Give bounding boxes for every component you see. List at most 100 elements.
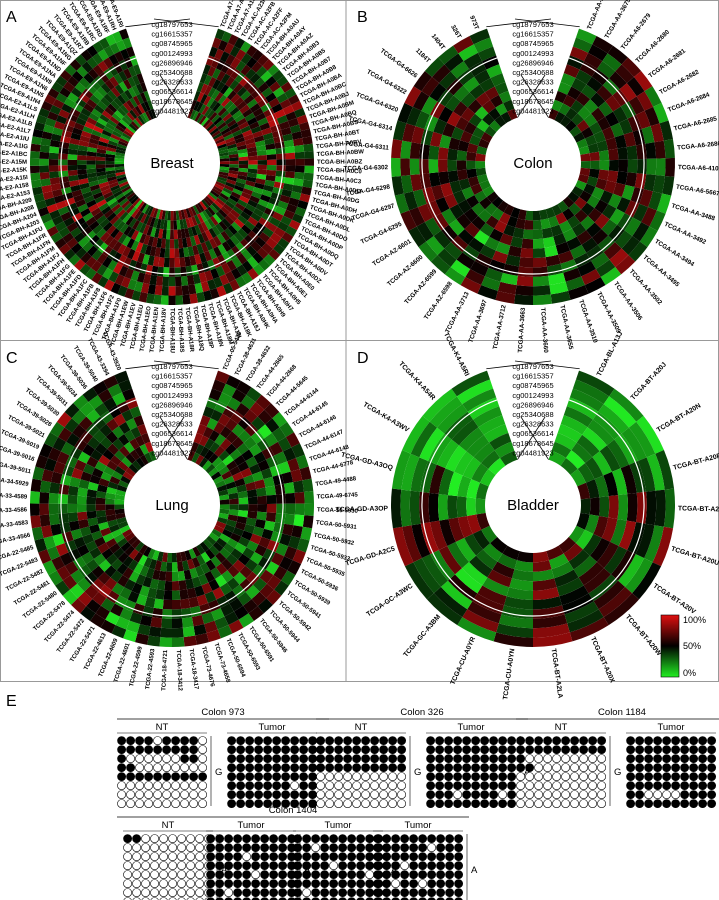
heatmap-cell: [94, 104, 105, 114]
methylated-cpg: [215, 843, 224, 852]
heatmap-cell: [468, 113, 483, 127]
heatmap-cell: [525, 210, 533, 221]
heatmap-cell: [86, 456, 99, 468]
heatmap-cell: [72, 102, 84, 113]
heatmap-cell: [274, 109, 286, 119]
heatmap-cell: [124, 545, 135, 556]
heatmap-cell: [598, 404, 629, 434]
heatmap-cell: [221, 190, 231, 198]
methylated-cpg: [269, 834, 278, 843]
heatmap-cell: [548, 215, 560, 228]
heatmap-cell: [201, 105, 210, 116]
heatmap-cell: [155, 209, 161, 219]
heatmap-cell: [576, 119, 590, 132]
methylated-cpg: [329, 852, 338, 861]
methylated-cpg: [236, 790, 245, 799]
heatmap-cell: [144, 441, 154, 453]
heatmap-cell: [114, 504, 125, 510]
heatmap-cell: [231, 221, 242, 232]
heatmap-cell: [144, 245, 152, 256]
heatmap-cell: [101, 129, 112, 137]
methylated-cpg: [224, 861, 233, 870]
heatmap-cell: [252, 186, 264, 195]
heatmap-cell: [206, 97, 215, 108]
heatmap-cell: [225, 181, 236, 189]
heatmap-cell: [71, 409, 87, 425]
unmethylated-cpg: [135, 754, 144, 763]
heatmap-cell: [92, 591, 107, 606]
heatmap-cell: [116, 208, 126, 219]
heatmap-cell: [459, 427, 484, 452]
heatmap-cell: [248, 606, 264, 621]
heatmap-cell: [224, 524, 235, 533]
unmethylated-cpg: [177, 861, 186, 870]
heatmap-cell: [252, 252, 264, 264]
probe-label: cg16615357: [512, 372, 553, 381]
heatmap-cell: [226, 103, 237, 114]
heatmap-cell: [234, 72, 246, 84]
methylated-cpg: [626, 781, 635, 790]
heatmap-cell: [214, 92, 224, 103]
sample-label: TCGA-E2-A1BC: [0, 150, 28, 159]
heatmap-cell: [196, 213, 204, 224]
methylated-cpg: [480, 781, 489, 790]
heatmap-cell: [100, 133, 111, 141]
heatmap-cell: [456, 496, 468, 518]
methylated-cpg: [471, 781, 480, 790]
heatmap-cell: [238, 504, 249, 511]
heatmap-cell: [40, 178, 51, 187]
sample-label: TCGA-33-4583: [0, 520, 29, 531]
heatmap-cell: [226, 259, 237, 272]
heatmap-cell: [218, 413, 231, 427]
heatmap-cell: [172, 608, 182, 619]
heatmap-cell: [162, 229, 167, 239]
heatmap-cell: [47, 87, 60, 99]
heatmap-cell: [86, 57, 98, 69]
heatmap-cell: [177, 229, 182, 239]
heatmap-cell: [86, 245, 98, 257]
heatmap-cell: [217, 517, 228, 525]
heatmap-cell: [287, 458, 300, 472]
methylated-cpg: [338, 843, 347, 852]
unmethylated-cpg: [144, 799, 153, 808]
heatmap-cell: [240, 467, 253, 479]
heatmap-cell: [237, 214, 248, 225]
heatmap-cell: [266, 503, 277, 514]
heatmap-cell: [276, 153, 286, 160]
heatmap-cell: [100, 185, 111, 192]
heatmap-cell: [176, 219, 181, 230]
heatmap-cell: [554, 111, 566, 124]
methylated-cpg: [343, 736, 352, 745]
methylated-cpg: [435, 790, 444, 799]
sample-label: TCGA-K4-A54R: [397, 360, 436, 401]
heatmap-cell: [55, 92, 68, 104]
methylated-cpg: [272, 754, 281, 763]
heatmap-cell: [438, 468, 455, 496]
heatmap-cell: [90, 133, 101, 141]
heatmap-cell: [196, 243, 204, 255]
heatmap-cell: [49, 177, 61, 185]
heatmap-cell: [116, 146, 127, 152]
probe-label: cg25340688: [151, 68, 192, 77]
heatmap-cell: [152, 208, 159, 219]
heatmap-cell: [214, 104, 224, 115]
heatmap-cell: [252, 130, 263, 139]
sample-label: TCGA-50-5932: [313, 533, 355, 548]
heatmap-cell: [599, 445, 621, 472]
methylated-cpg: [462, 736, 471, 745]
methylated-cpg: [260, 852, 269, 861]
heatmap-cell: [226, 119, 237, 128]
heatmap-cell: [64, 418, 79, 433]
methylated-cpg: [269, 861, 278, 870]
heatmap-cell: [279, 98, 292, 110]
heatmap-cell: [217, 176, 228, 182]
heatmap-cell: [447, 495, 458, 520]
methylated-cpg: [552, 736, 561, 745]
heatmap-cell: [628, 421, 656, 458]
methylated-cpg: [427, 834, 436, 843]
heatmap-cell: [152, 550, 160, 561]
sample-label: 326T: [449, 24, 462, 40]
probe-label: cg06536614: [151, 429, 192, 438]
heatmap-cell: [101, 548, 114, 560]
heatmap-cell: [428, 159, 439, 174]
